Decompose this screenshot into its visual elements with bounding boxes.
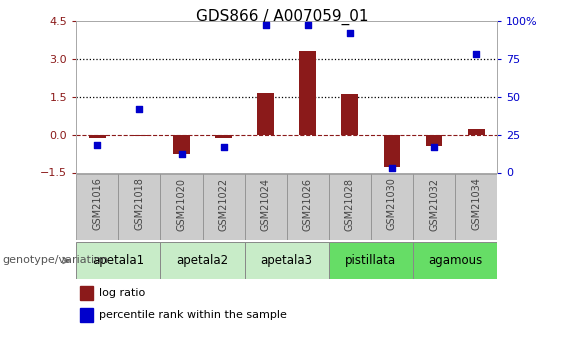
Text: GSM21024: GSM21024 — [260, 177, 271, 230]
Bar — [468, 129, 485, 135]
Bar — [287, 174, 329, 240]
Point — [345, 30, 354, 36]
Bar — [119, 174, 160, 240]
Point — [261, 22, 270, 28]
Text: GDS866 / A007059_01: GDS866 / A007059_01 — [196, 9, 369, 25]
Text: agamous: agamous — [428, 254, 483, 267]
Point — [219, 144, 228, 149]
Bar — [202, 174, 245, 240]
Text: GSM21018: GSM21018 — [134, 177, 145, 230]
Point — [388, 165, 397, 171]
Bar — [131, 135, 148, 136]
Text: pistillata: pistillata — [345, 254, 397, 267]
Bar — [413, 241, 497, 279]
Point — [93, 142, 102, 148]
Bar — [425, 135, 442, 146]
Bar — [384, 135, 401, 167]
Text: GSM21026: GSM21026 — [303, 177, 313, 230]
Bar — [76, 241, 160, 279]
Text: genotype/variation: genotype/variation — [3, 256, 109, 265]
Text: GSM21022: GSM21022 — [219, 177, 229, 230]
Bar — [245, 174, 287, 240]
Bar — [413, 174, 455, 240]
Point — [177, 151, 186, 157]
Bar — [245, 241, 329, 279]
Bar — [455, 174, 497, 240]
Text: GSM21030: GSM21030 — [387, 177, 397, 230]
Point — [303, 22, 312, 28]
Text: log ratio: log ratio — [99, 288, 146, 298]
Text: GSM21020: GSM21020 — [176, 177, 186, 230]
Bar — [80, 286, 93, 300]
Text: GSM21034: GSM21034 — [471, 177, 481, 230]
Text: apetala2: apetala2 — [176, 254, 229, 267]
Text: percentile rank within the sample: percentile rank within the sample — [99, 310, 287, 320]
Bar — [80, 308, 93, 323]
Bar — [215, 135, 232, 138]
Text: GSM21032: GSM21032 — [429, 177, 439, 230]
Text: apetala3: apetala3 — [260, 254, 313, 267]
Point — [472, 51, 481, 57]
Bar — [160, 241, 245, 279]
Bar — [299, 51, 316, 135]
Point — [135, 106, 144, 111]
Bar — [371, 174, 413, 240]
Bar — [160, 174, 202, 240]
Bar — [257, 93, 274, 135]
Text: GSM21016: GSM21016 — [92, 177, 102, 230]
Bar — [76, 174, 119, 240]
Bar — [329, 241, 413, 279]
Text: GSM21028: GSM21028 — [345, 177, 355, 230]
Bar — [173, 135, 190, 154]
Point — [429, 144, 438, 149]
Bar — [341, 94, 358, 135]
Bar — [89, 135, 106, 138]
Text: apetala1: apetala1 — [92, 254, 145, 267]
Bar — [329, 174, 371, 240]
